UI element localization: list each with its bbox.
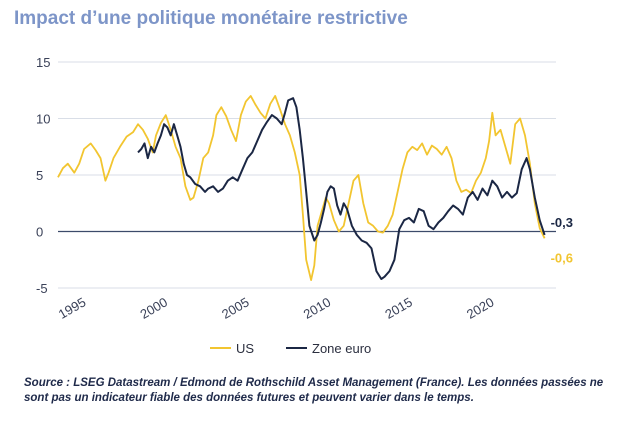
chart-title: Impact d’une politique monétaire restric…	[14, 8, 408, 29]
y-tick-label: -5	[36, 281, 48, 296]
y-tick-label: 5	[36, 168, 43, 183]
series-line-us	[57, 95, 546, 282]
legend-label-zone-euro: Zone euro	[312, 341, 371, 356]
legend-label-us: US	[236, 341, 254, 356]
x-tick-label: 2000	[137, 294, 170, 321]
x-tick-label: 2020	[464, 294, 497, 321]
y-tick-label: 15	[36, 55, 50, 70]
x-tick-label: 1995	[56, 294, 89, 321]
y-tick-label: 0	[36, 225, 43, 240]
series-line-zone-euro	[137, 97, 546, 280]
source-note: Source : LSEG Datastream / Edmond de Rot…	[24, 377, 604, 404]
x-tick-label: 2005	[219, 294, 252, 321]
end-label-us: -0,6	[551, 250, 573, 265]
x-tick-label: 2015	[382, 294, 415, 321]
end-label-zone-euro: -0,3	[551, 215, 573, 230]
y-tick-label: 10	[36, 112, 50, 127]
x-tick-label: 2010	[301, 294, 334, 321]
